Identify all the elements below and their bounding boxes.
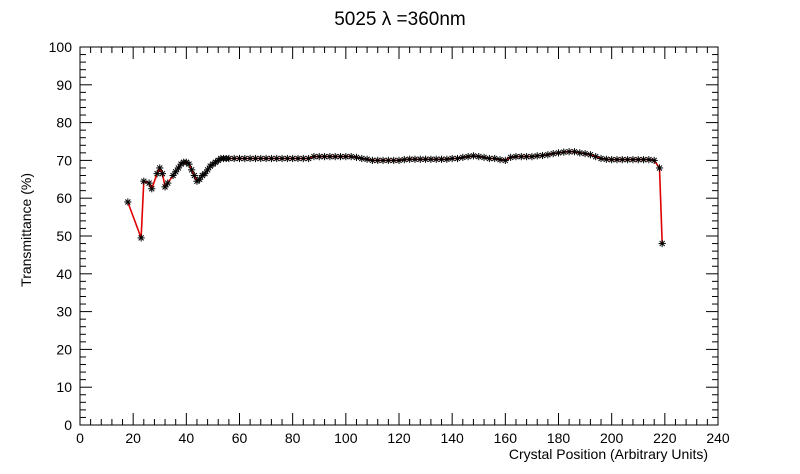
- data-point: [602, 155, 610, 163]
- data-point: [533, 152, 541, 160]
- data-point: [453, 154, 462, 163]
- data-point: [164, 179, 172, 187]
- data-point: [185, 160, 193, 168]
- data-point: [592, 153, 600, 161]
- data-point: [305, 154, 313, 163]
- y-axis-title: Transmittance (%): [18, 173, 34, 287]
- x-tick-label: 180: [547, 430, 571, 446]
- data-point: [124, 198, 132, 206]
- data-point: [469, 152, 478, 160]
- data-point: [235, 154, 244, 163]
- data-point: [538, 151, 547, 160]
- data-point: [496, 156, 504, 164]
- y-tick-label: 60: [56, 190, 72, 206]
- data-point: [299, 154, 307, 163]
- x-tick-label: 240: [706, 430, 730, 446]
- data-point: [352, 153, 361, 161]
- tick-labels: 0 20 40 60 80 100 120 140 160 180 200 220 240 0 10 20 30…: [49, 39, 730, 446]
- x-tick-label: 60: [232, 430, 248, 446]
- axis-ticks: [79, 46, 719, 426]
- data-point: [549, 149, 557, 158]
- data-point: [586, 151, 594, 159]
- data-point: [169, 171, 177, 180]
- data-point: [257, 154, 265, 163]
- data-point: [544, 151, 552, 159]
- data-point: [645, 156, 653, 164]
- data-point: [443, 155, 451, 163]
- x-tick-label: 80: [285, 430, 301, 446]
- data-point: [174, 164, 182, 172]
- x-tick-label: 40: [179, 430, 195, 446]
- data-point: [137, 234, 145, 242]
- y-tick-label: 80: [56, 115, 72, 131]
- x-tick-label: 0: [76, 430, 84, 446]
- data-point: [172, 168, 180, 176]
- data-point: [650, 156, 658, 164]
- data-point: [576, 149, 584, 157]
- x-tick-label: 120: [387, 430, 411, 446]
- data-point: [246, 154, 254, 163]
- data-point: [204, 166, 212, 174]
- y-tick-label: 70: [56, 152, 72, 168]
- data-point: [358, 154, 366, 163]
- data-point: [156, 164, 164, 172]
- x-tick-label: 140: [440, 430, 464, 446]
- series-line: [127, 150, 663, 244]
- data-point: [342, 153, 350, 161]
- y-tick-label: 40: [56, 266, 72, 282]
- data-point: [597, 154, 605, 163]
- data-point: [475, 153, 483, 161]
- data-point: [190, 171, 198, 180]
- y-tick-label: 90: [56, 77, 72, 93]
- data-point: [480, 153, 488, 161]
- data-point: [347, 153, 355, 161]
- data-point: [560, 148, 568, 156]
- data-point: [658, 239, 666, 248]
- x-axis-title: Crystal Position (Arbitrary Units): [509, 446, 708, 462]
- data-point: [140, 177, 148, 185]
- data-point: [395, 156, 403, 164]
- y-tick-label: 30: [56, 304, 72, 320]
- data-point: [158, 170, 167, 178]
- data-point: [485, 154, 493, 163]
- data-point: [230, 154, 238, 163]
- data-markers: [124, 148, 666, 248]
- data-point: [655, 164, 664, 172]
- data-point: [507, 153, 515, 161]
- data-point: [459, 153, 467, 161]
- data-point: [148, 185, 156, 193]
- data-point: [145, 179, 153, 187]
- data-point: [363, 155, 371, 163]
- data-point: [554, 149, 563, 157]
- data-point: [182, 158, 190, 166]
- y-tick-label: 20: [56, 341, 72, 357]
- data-point: [501, 156, 509, 164]
- data-point: [464, 153, 472, 161]
- data-point: [528, 153, 536, 161]
- data-point: [161, 183, 169, 191]
- data-point: [512, 153, 520, 161]
- y-tick-label: 100: [49, 39, 73, 55]
- x-tick-label: 200: [600, 430, 624, 446]
- x-tick-label: 220: [653, 430, 677, 446]
- plot-frame: [79, 46, 719, 426]
- data-point: [278, 154, 286, 163]
- data-point: [416, 155, 424, 163]
- data-point: [491, 154, 499, 163]
- data-point: [196, 175, 204, 183]
- x-tick-label: 20: [125, 430, 141, 446]
- x-tick-label: 100: [334, 430, 358, 446]
- y-tick-label: 10: [56, 379, 72, 395]
- data-point: [432, 155, 440, 163]
- data-point: [188, 166, 196, 174]
- data-point: [294, 154, 302, 163]
- data-point: [570, 148, 579, 156]
- data-point: [201, 170, 209, 178]
- y-tick-label: 50: [56, 228, 72, 244]
- y-tick-label: 0: [64, 417, 72, 433]
- chart-title: 5025 λ =360nm: [334, 9, 466, 30]
- data-point: [581, 149, 589, 158]
- x-tick-label: 160: [494, 430, 518, 446]
